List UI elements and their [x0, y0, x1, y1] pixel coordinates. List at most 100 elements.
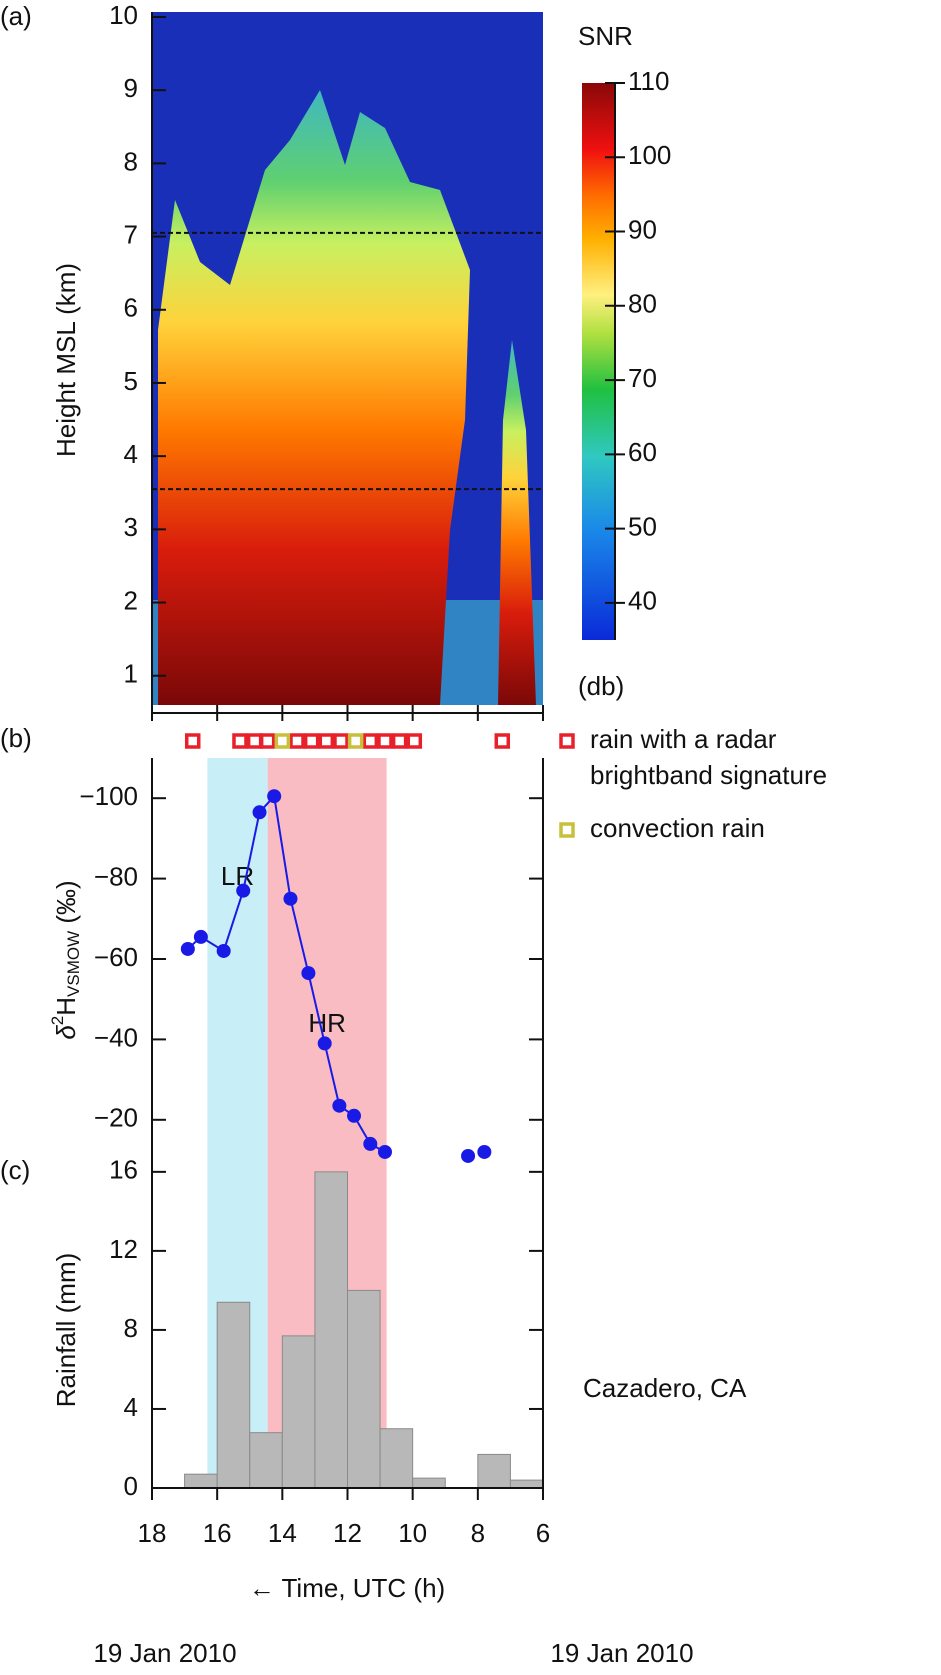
colorbar-title: SNR — [578, 21, 633, 51]
y-tick-label: 10 — [109, 0, 138, 30]
panel-label: (c) — [0, 1155, 30, 1185]
colorbar-tick-label: 100 — [628, 140, 671, 170]
y-tick-label: 6 — [124, 293, 138, 323]
y-axis-label: δ2HVSMOW (‰) — [48, 880, 83, 1039]
data-point — [236, 883, 251, 898]
rain-marker — [289, 733, 305, 749]
legend-marker — [559, 733, 575, 749]
x-tick-label: 12 — [333, 1518, 362, 1548]
data-point — [332, 1098, 347, 1113]
data-point — [193, 929, 208, 944]
data-point — [377, 1144, 392, 1159]
data-point — [216, 943, 231, 958]
y-tick-label: 3 — [124, 512, 138, 542]
bar — [281, 1335, 316, 1489]
bar — [314, 1171, 348, 1489]
data-point — [252, 805, 267, 820]
colorbar-tick-label: 70 — [628, 363, 657, 393]
bar — [347, 1289, 381, 1489]
panel-label: (b) — [0, 723, 32, 753]
legend-line: rain with a radar — [590, 724, 777, 754]
y-tick-label: −80 — [94, 861, 138, 891]
data-point — [363, 1136, 378, 1151]
label-part: δ — [51, 1025, 81, 1040]
bar — [477, 1453, 511, 1489]
colorbar-tick-label: 40 — [628, 586, 657, 616]
bar — [249, 1432, 283, 1489]
y-axis-label: Rainfall (mm) — [51, 1253, 81, 1408]
x-tick-label: 16 — [203, 1518, 232, 1548]
bar — [412, 1477, 446, 1489]
colorbar-tick-label: 50 — [628, 511, 657, 541]
colorbar-tick-label: 90 — [628, 214, 657, 244]
data-point — [267, 789, 282, 804]
rain-marker — [391, 733, 408, 749]
y-tick-label: 8 — [124, 146, 138, 176]
y-tick-label: 8 — [124, 1313, 138, 1343]
y-tick-label: −20 — [94, 1103, 138, 1133]
rain-marker — [303, 733, 320, 749]
colorbar-tick-label: 80 — [628, 289, 657, 319]
y-tick-label: −100 — [79, 781, 138, 811]
y-tick-label: 5 — [124, 366, 138, 396]
x-tick-label: 14 — [268, 1518, 297, 1548]
data-point — [301, 966, 316, 981]
label-part: (‰) — [51, 880, 81, 931]
y-tick-label: 16 — [109, 1155, 138, 1185]
rain-marker — [274, 733, 291, 749]
colorbar-unit: (db) — [578, 671, 624, 701]
y-tick-label: 12 — [109, 1234, 138, 1264]
legend-label: rain with a radar brightband signature — [590, 724, 827, 790]
data-point — [461, 1148, 476, 1163]
bar — [184, 1473, 218, 1489]
x-tick-label: 6 — [536, 1518, 550, 1548]
label-part: H — [51, 997, 81, 1016]
snr-image — [152, 12, 543, 705]
y-tick-label: −40 — [94, 1022, 138, 1052]
label-part: 2 — [48, 1016, 67, 1025]
data-point — [347, 1108, 362, 1123]
rain-marker — [333, 733, 349, 749]
data-point — [317, 1036, 332, 1051]
y-axis-label: Height MSL (km) — [51, 263, 81, 457]
rain-marker — [246, 733, 263, 749]
x-tick-label: 18 — [138, 1518, 167, 1548]
colorbar-tick-label: 60 — [628, 437, 657, 467]
y-tick-label: 7 — [124, 219, 138, 249]
x-tick-label: 8 — [471, 1518, 485, 1548]
x-axis-label: ← Time, UTC (h) — [249, 1573, 445, 1603]
y-tick-label: 2 — [124, 585, 138, 615]
rain-marker — [259, 733, 276, 749]
date-label: 19 Jan 2010 — [93, 1638, 236, 1668]
rain-marker — [318, 733, 335, 749]
panel-label: (a) — [0, 1, 32, 31]
bar — [216, 1301, 251, 1489]
bar — [379, 1428, 414, 1489]
colorbar — [582, 83, 615, 640]
rain-marker — [406, 733, 423, 749]
y-tick-label: 4 — [124, 439, 138, 469]
data-point — [283, 891, 298, 906]
date-label: 19 Jan 2010 — [550, 1638, 693, 1668]
rain-marker — [347, 733, 364, 749]
legend-marker — [559, 822, 575, 838]
y-tick-label: 4 — [124, 1392, 138, 1422]
rain-marker — [494, 733, 511, 749]
colorbar-tick-label: 110 — [628, 66, 669, 96]
data-point — [477, 1144, 492, 1159]
legend-label: convection rain — [590, 813, 765, 843]
legend-line: brightband signature — [590, 760, 827, 790]
y-tick-label: 0 — [124, 1471, 138, 1501]
rain-marker — [377, 733, 393, 749]
y-tick-label: 1 — [124, 659, 138, 689]
data-point — [180, 941, 195, 956]
region-label: HR — [308, 1008, 346, 1038]
annotation: Cazadero, CA — [583, 1373, 747, 1403]
rain-marker — [362, 733, 379, 749]
rain-marker — [232, 733, 248, 749]
y-tick-label: 9 — [124, 73, 138, 103]
label-part: VSMOW — [64, 931, 83, 997]
x-tick-label: 10 — [398, 1518, 427, 1548]
y-tick-label: −60 — [94, 942, 138, 972]
